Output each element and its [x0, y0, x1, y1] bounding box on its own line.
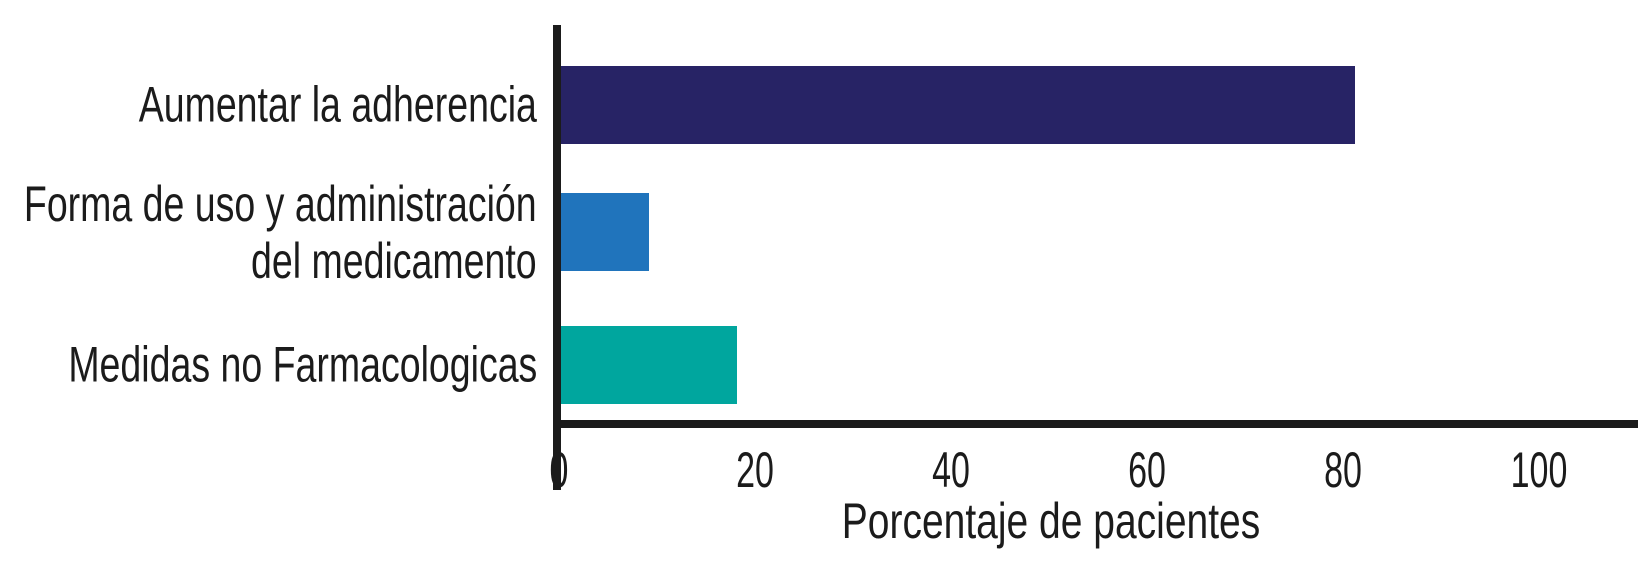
bar	[561, 193, 649, 271]
x-axis-line	[553, 420, 1638, 428]
x-axis-title: Porcentaje de pacientes	[841, 493, 1261, 549]
x-tick-label: 80	[1324, 442, 1362, 498]
y-axis-line	[553, 25, 561, 490]
category-label: Medidas no Farmacologicas	[68, 336, 537, 393]
bar	[561, 326, 737, 404]
bar	[561, 66, 1355, 144]
x-tick-label: 100	[1510, 442, 1568, 498]
x-tick-label: 60	[1128, 442, 1166, 498]
category-label: Aumentar la adherencia	[138, 76, 537, 133]
category-label: Forma de uso y administración del medicam…	[24, 176, 537, 289]
x-tick-label: 20	[736, 442, 774, 498]
x-tick-label: 0	[549, 442, 569, 498]
x-tick-label: 40	[932, 442, 970, 498]
